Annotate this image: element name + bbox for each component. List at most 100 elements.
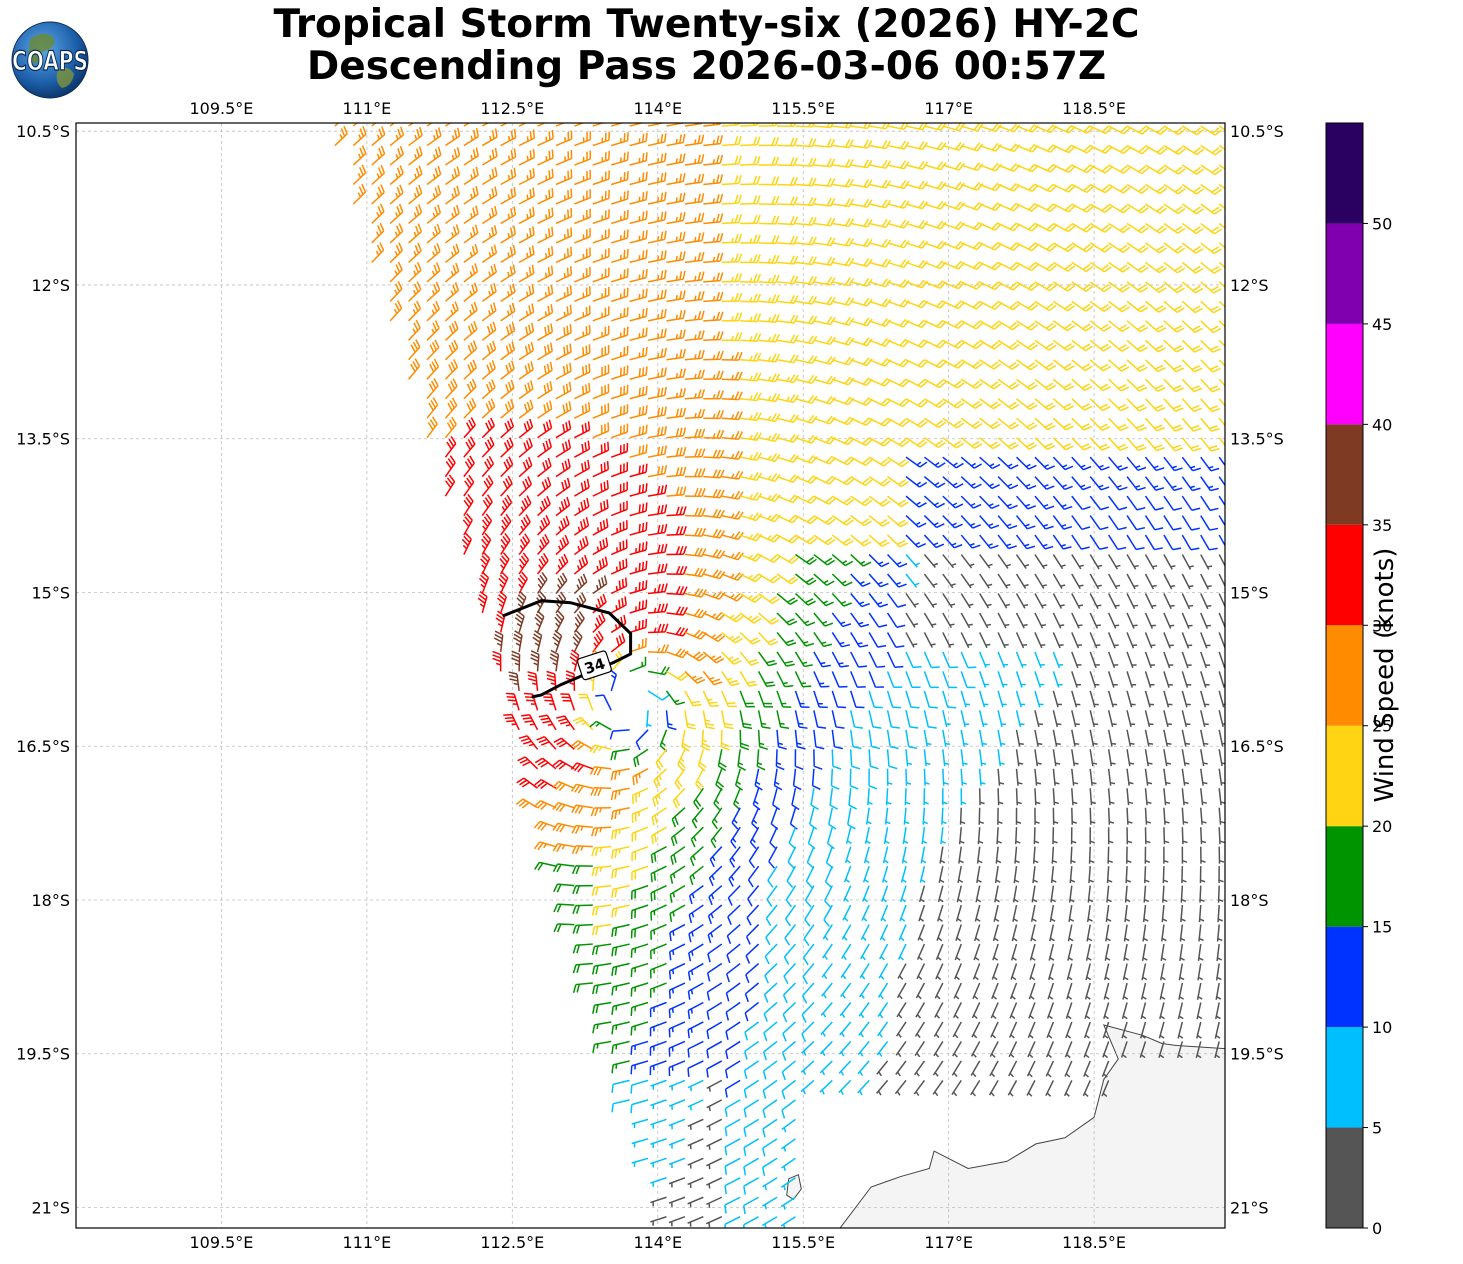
colorbar-segment (1326, 625, 1363, 726)
wind-barb (923, 554, 939, 569)
wind-barb (1052, 827, 1058, 845)
wind-barb (555, 343, 572, 361)
wind-barb (1107, 827, 1114, 845)
wind-barb (1048, 943, 1055, 961)
wind-barb (960, 749, 968, 767)
wind-barb (730, 826, 741, 849)
wind-barb (589, 744, 612, 754)
wind-barb (518, 303, 535, 322)
wind-barb (813, 177, 836, 188)
wind-barb (1126, 515, 1146, 531)
lat-tick-right: 16.5°S (1230, 737, 1284, 756)
wind-barb (426, 204, 442, 225)
wind-barb (1163, 476, 1183, 492)
wind-barb (758, 432, 781, 443)
wind-barb (1217, 905, 1223, 923)
wind-barb (868, 749, 879, 770)
wind-barb (703, 469, 725, 479)
wind-barb (813, 729, 825, 750)
wind-barb (1181, 807, 1189, 825)
wind-barb (706, 1138, 723, 1150)
wind-barb (905, 359, 929, 368)
wind-barb (570, 762, 594, 773)
wind-barb (743, 1157, 759, 1176)
wind-barb (831, 573, 853, 587)
wind-barb (1089, 554, 1103, 570)
wind-barb (850, 297, 873, 307)
wind-barb (740, 352, 762, 362)
wind-barb (1126, 359, 1148, 372)
wind-barb (1107, 573, 1121, 590)
wind-barb (832, 356, 855, 366)
wind-barb (1123, 924, 1130, 942)
wind-barb (795, 157, 817, 167)
wind-barb (942, 515, 963, 529)
wind-barb (758, 651, 778, 667)
wind-barb (1198, 924, 1204, 942)
wind-barb (868, 238, 892, 248)
wind-barb (831, 690, 847, 709)
wind-barb (743, 1138, 759, 1157)
wind-barb (481, 513, 493, 536)
wind-barb (765, 904, 778, 927)
wind-barb (652, 787, 667, 807)
wind-barb (887, 259, 910, 269)
lon-tick-top: 114°E (633, 99, 682, 118)
wind-barb (831, 475, 855, 486)
wind-barb (923, 495, 946, 509)
wind-barb (666, 133, 686, 147)
wind-barb (850, 218, 873, 228)
wind-barb (687, 1060, 704, 1077)
wind-barb (1140, 982, 1147, 1000)
wind-barb (708, 885, 723, 906)
wind-barb (822, 943, 833, 960)
wind-barb (721, 155, 742, 166)
wind-barb (721, 233, 743, 244)
wind-barb (1143, 866, 1150, 884)
wind-barb (1163, 612, 1175, 629)
wind-barb (776, 612, 798, 626)
wind-barb (1200, 476, 1219, 492)
wind-barb (819, 1079, 833, 1095)
wind-barb (1034, 183, 1057, 193)
wind-barb (952, 1021, 962, 1039)
wind-barb (518, 437, 533, 458)
wind-barb (1089, 320, 1112, 332)
wind-barb (830, 768, 840, 790)
wind-barb (592, 286, 610, 303)
wind-barb (610, 365, 629, 380)
wind-barb (591, 884, 612, 897)
lat-tick-left: 18°S (31, 891, 70, 910)
wind-barb (758, 393, 781, 403)
wind-barb (408, 123, 415, 127)
wind-barb (687, 1099, 704, 1111)
wind-barb (764, 943, 778, 965)
contour-label-34: 34 (576, 650, 612, 681)
colorbar-tick-label: 25 (1372, 717, 1392, 736)
wind-barb (1181, 632, 1193, 649)
wind-barb (533, 841, 557, 851)
wind-barb (1066, 963, 1073, 981)
wind-barb (849, 729, 862, 750)
wind-barb (611, 190, 629, 205)
wind-barb (762, 1099, 778, 1119)
wind-barb (530, 650, 540, 672)
wind-barb (1163, 164, 1186, 175)
wind-barb (630, 982, 649, 997)
wind-barb (850, 437, 873, 446)
wind-barb (997, 222, 1021, 232)
wind-barb (942, 788, 948, 806)
wind-barb (850, 612, 870, 628)
wind-barb (997, 300, 1020, 311)
wind-barb (687, 1021, 704, 1039)
wind-barb (1034, 534, 1054, 550)
wind-barb (668, 1138, 686, 1149)
wind-barb (978, 749, 987, 767)
wind-barb (572, 943, 593, 954)
wind-barb (647, 347, 667, 361)
wind-barb (1046, 1002, 1055, 1020)
wind-barb (850, 475, 873, 487)
wind-barb (681, 729, 691, 752)
wind-barb (868, 278, 892, 288)
wind-barb (942, 495, 964, 509)
